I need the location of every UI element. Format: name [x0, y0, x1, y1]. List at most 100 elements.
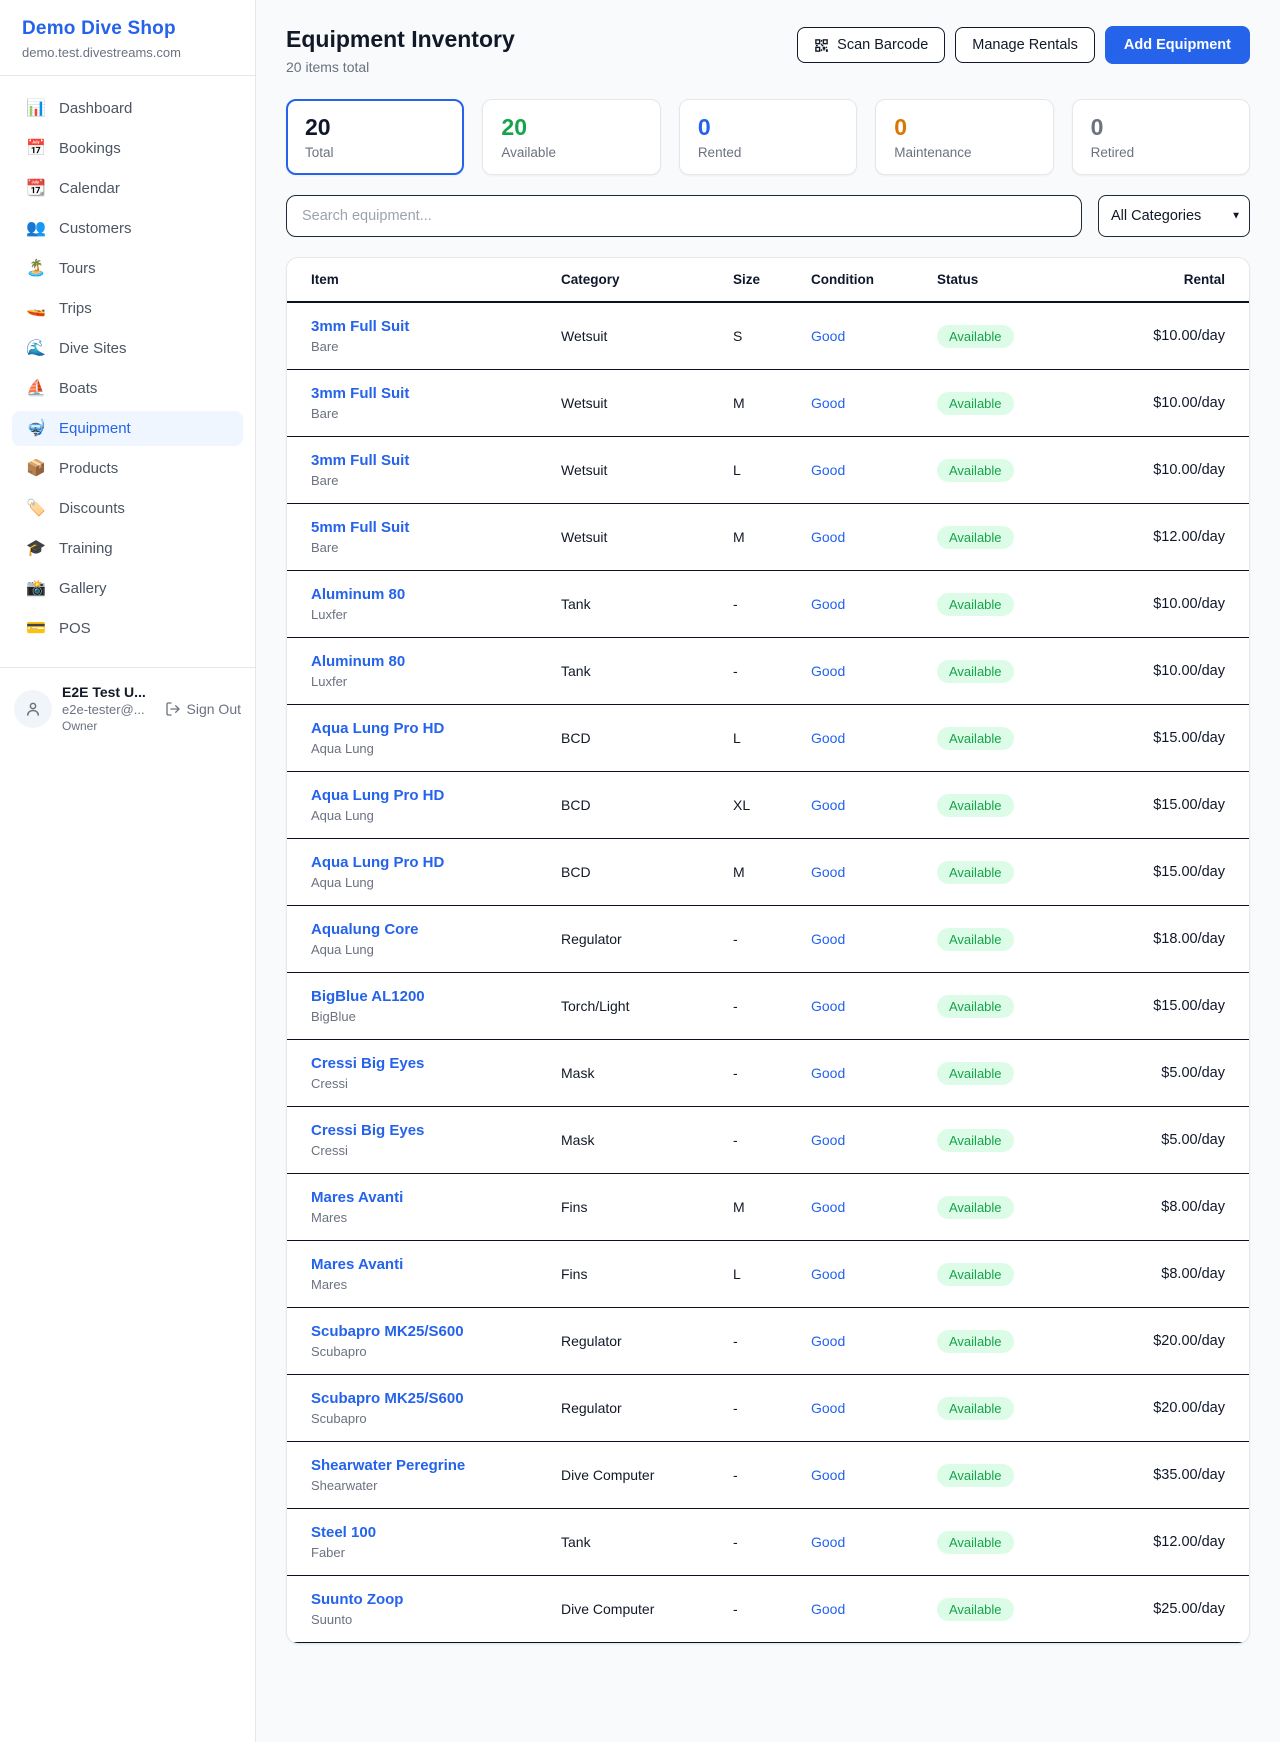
- category-cell: Torch/Light: [547, 972, 719, 1040]
- size-cell: L: [719, 704, 797, 772]
- sidebar-item[interactable]: 📊 Dashboard: [12, 91, 243, 126]
- item-cell: 3mm Full Suit Bare: [287, 436, 547, 504]
- item-brand: Shearwater: [311, 1478, 378, 1493]
- size-cell: -: [719, 1307, 797, 1375]
- item-name-link[interactable]: Scubapro MK25/S600: [311, 1390, 464, 1407]
- category-cell: Dive Computer: [547, 1575, 719, 1643]
- condition-cell: Good: [797, 1508, 923, 1576]
- nav-item-icon: 👥: [26, 219, 46, 237]
- stat-card[interactable]: 20 Available: [482, 99, 661, 175]
- stat-value: 0: [894, 114, 908, 140]
- item-name-link[interactable]: Mares Avanti: [311, 1189, 404, 1206]
- item-name-link[interactable]: Cressi Big Eyes: [311, 1122, 425, 1139]
- nav-item-icon: 📦: [26, 459, 46, 477]
- condition-cell: Good: [797, 1575, 923, 1643]
- sidebar-item[interactable]: 🌊 Dive Sites: [12, 331, 243, 366]
- rental-cell: $15.00/day: [1111, 972, 1249, 1040]
- sidebar-item[interactable]: 🏷️ Discounts: [12, 491, 243, 526]
- sign-out-button[interactable]: Sign Out: [165, 701, 241, 717]
- item-name-link[interactable]: 5mm Full Suit: [311, 519, 410, 536]
- item-name-link[interactable]: Shearwater Peregrine: [311, 1457, 466, 1474]
- status-cell: Available: [923, 1240, 1111, 1308]
- sidebar-item[interactable]: 👥 Customers: [12, 211, 243, 246]
- sidebar-item[interactable]: 🎓 Training: [12, 531, 243, 566]
- add-equipment-button[interactable]: Add Equipment: [1104, 26, 1250, 64]
- item-cell: 5mm Full Suit Bare: [287, 503, 547, 571]
- status-cell: Available: [923, 905, 1111, 973]
- status-badge: Available: [937, 860, 1014, 884]
- item-name-link[interactable]: Aqua Lung Pro HD: [311, 854, 445, 871]
- stat-label: Total: [305, 145, 334, 160]
- stat-card[interactable]: 20 Total: [286, 99, 465, 175]
- category-select-wrap: All Categories ▼: [1098, 195, 1250, 237]
- page-title-block: Equipment Inventory 20 items total: [286, 26, 515, 75]
- sidebar: Demo Dive Shop demo.test.divestreams.com…: [0, 0, 256, 1742]
- item-brand: Cressi: [311, 1076, 348, 1091]
- size-cell: -: [719, 637, 797, 705]
- user-section: E2E Test U... e2e-tester@... Owner Sign …: [0, 667, 255, 749]
- stat-card[interactable]: 0 Maintenance: [875, 99, 1054, 175]
- item-name-link[interactable]: Cressi Big Eyes: [311, 1055, 425, 1072]
- item-brand: Aqua Lung: [311, 942, 374, 957]
- brand-name[interactable]: Demo Dive Shop: [22, 18, 176, 39]
- nav-item-label: Trips: [59, 300, 92, 317]
- item-name-link[interactable]: Aqua Lung Pro HD: [311, 787, 445, 804]
- item-name-link[interactable]: Suunto Zoop: [311, 1591, 404, 1608]
- item-cell: Aqua Lung Pro HD Aqua Lung: [287, 771, 547, 839]
- item-name-link[interactable]: Aqualung Core: [311, 921, 419, 938]
- status-badge: Available: [937, 1262, 1014, 1286]
- sidebar-item[interactable]: 📦 Products: [12, 451, 243, 486]
- item-brand: Suunto: [311, 1612, 353, 1627]
- sidebar-item[interactable]: 🏝️ Tours: [12, 251, 243, 286]
- status-badge: Available: [937, 324, 1014, 348]
- item-name-link[interactable]: Mares Avanti: [311, 1256, 404, 1273]
- item-brand: Aqua Lung: [311, 875, 374, 890]
- item-name-link[interactable]: 3mm Full Suit: [311, 318, 410, 335]
- nav-item-label: Customers: [59, 220, 132, 237]
- item-brand: Cressi: [311, 1143, 348, 1158]
- sidebar-item[interactable]: 🤿 Equipment: [12, 411, 243, 446]
- stat-label: Available: [501, 145, 556, 160]
- item-name-link[interactable]: Steel 100: [311, 1524, 377, 1541]
- sidebar-item[interactable]: 📆 Calendar: [12, 171, 243, 206]
- sidebar-item[interactable]: 📅 Bookings: [12, 131, 243, 166]
- table-row: Aluminum 80 Luxfer Tank - Good Available…: [287, 637, 1249, 705]
- item-name-link[interactable]: Aluminum 80: [311, 653, 406, 670]
- search-input[interactable]: [286, 195, 1082, 237]
- sidebar-item[interactable]: 💳 POS: [12, 611, 243, 646]
- item-cell: 3mm Full Suit Bare: [287, 302, 547, 370]
- stat-card[interactable]: 0 Rented: [678, 99, 858, 175]
- rental-cell: $25.00/day: [1111, 1575, 1249, 1643]
- manage-rentals-label: Manage Rentals: [972, 37, 1078, 53]
- item-name-link[interactable]: Aluminum 80: [311, 586, 406, 603]
- status-badge: Available: [937, 1128, 1014, 1152]
- item-name-link[interactable]: 3mm Full Suit: [311, 385, 410, 402]
- category-cell: Wetsuit: [547, 302, 719, 370]
- item-name-link[interactable]: Aqua Lung Pro HD: [311, 720, 445, 737]
- sign-out-label: Sign Out: [186, 700, 241, 717]
- column-header-item: Item: [287, 258, 547, 303]
- category-select[interactable]: All Categories: [1098, 195, 1250, 237]
- manage-rentals-button[interactable]: Manage Rentals: [955, 27, 1095, 63]
- table-row: Suunto Zoop Suunto Dive Computer - Good …: [287, 1575, 1249, 1643]
- size-cell: XL: [719, 771, 797, 839]
- condition-cell: Good: [797, 905, 923, 973]
- status-cell: Available: [923, 704, 1111, 772]
- status-cell: Available: [923, 1575, 1111, 1643]
- status-badge: Available: [937, 1061, 1014, 1085]
- item-cell: Mares Avanti Mares: [287, 1173, 547, 1241]
- item-name-link[interactable]: Scubapro MK25/S600: [311, 1323, 464, 1340]
- condition-cell: Good: [797, 1374, 923, 1442]
- sidebar-item[interactable]: 📸 Gallery: [12, 571, 243, 606]
- page-header: Equipment Inventory 20 items total Scan …: [286, 26, 1250, 75]
- person-icon: [27, 702, 39, 716]
- status-badge: Available: [937, 391, 1014, 415]
- item-name-link[interactable]: 3mm Full Suit: [311, 452, 410, 469]
- item-name-link[interactable]: BigBlue AL1200: [311, 988, 425, 1005]
- sidebar-item[interactable]: 🚤 Trips: [12, 291, 243, 326]
- sidebar-item[interactable]: ⛵ Boats: [12, 371, 243, 406]
- category-cell: Mask: [547, 1106, 719, 1174]
- scan-barcode-button[interactable]: Scan Barcode: [797, 27, 946, 63]
- nav-item-icon: 📆: [26, 179, 46, 197]
- stat-card[interactable]: 0 Retired: [1071, 99, 1251, 175]
